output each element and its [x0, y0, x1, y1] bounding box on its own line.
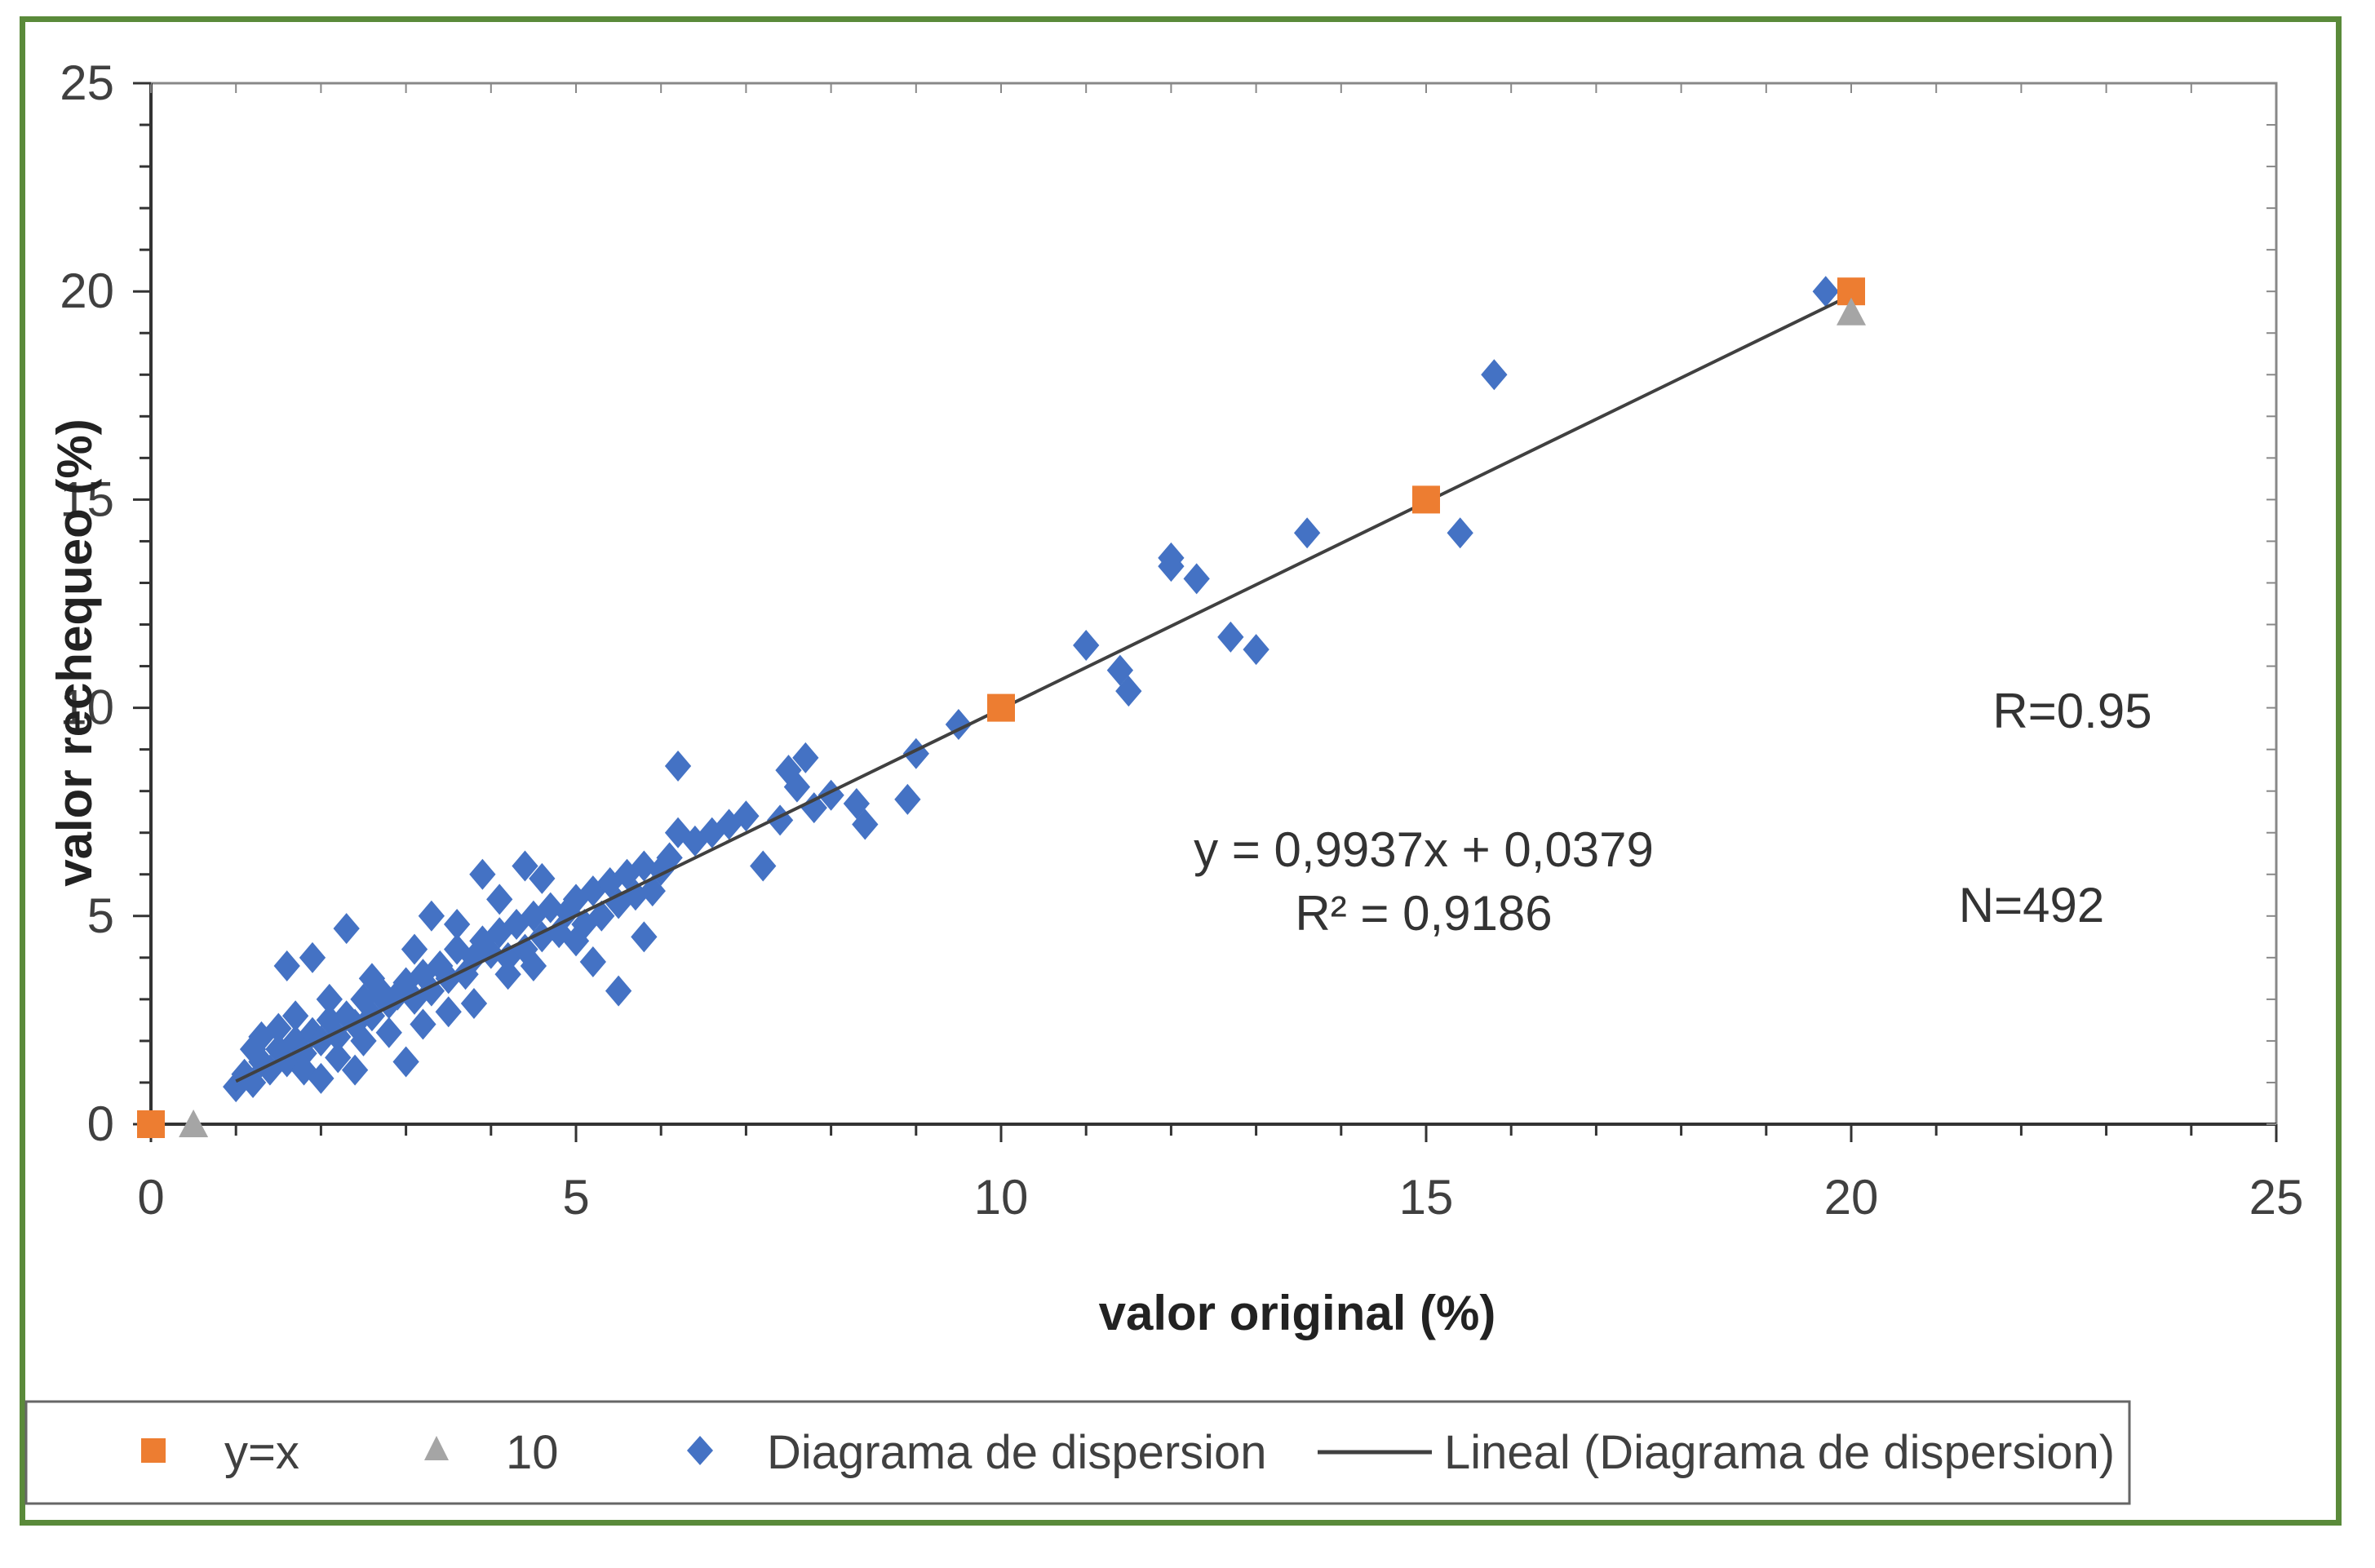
legend-box — [24, 1400, 2131, 1505]
scatter-point — [1447, 517, 1473, 549]
scatter-point — [410, 1008, 436, 1040]
scatter-point — [443, 909, 471, 941]
scatter-point — [290, 1038, 317, 1070]
x-tick-label: 5 — [562, 1170, 589, 1225]
scatter-point — [418, 900, 445, 932]
scatter-point — [316, 1004, 343, 1036]
x-tick-label: 0 — [137, 1170, 164, 1225]
scatter-point — [783, 771, 811, 803]
scatter-point — [290, 1054, 317, 1086]
scatter-point — [622, 879, 649, 911]
scatter-point — [894, 783, 921, 815]
scatter-point — [529, 862, 556, 894]
scatter-point — [256, 1054, 284, 1086]
scatter-point — [664, 751, 692, 782]
scatter-point — [325, 1042, 352, 1074]
scatter-point — [579, 946, 606, 977]
scatter-point — [486, 884, 513, 915]
scatter-point — [248, 1021, 275, 1052]
x-tick-label: 20 — [1824, 1170, 1879, 1225]
scatter-point — [401, 933, 428, 965]
legend-label-yx: y=x — [224, 1426, 299, 1479]
scatter-point — [631, 921, 658, 953]
scatter-point — [792, 742, 819, 773]
triangle-point — [1837, 297, 1866, 326]
n-value-label: N=492 — [1959, 878, 2104, 932]
scatter-point — [852, 808, 879, 840]
scatter-point — [231, 1058, 258, 1090]
scatter-point — [512, 850, 538, 882]
y-tick-label: 0 — [87, 1096, 114, 1151]
scatter-point — [316, 983, 343, 1015]
scatter-point — [273, 950, 300, 982]
scatter-point — [333, 913, 360, 945]
scatter-point — [818, 779, 844, 811]
y-tick-label: 5 — [87, 888, 114, 943]
legend-label-10: 10 — [506, 1426, 559, 1479]
scatter-point — [1812, 276, 1839, 308]
x-tick-label: 25 — [2249, 1170, 2304, 1225]
legend-label-scatter: Diagrama de dispersion — [767, 1426, 1267, 1479]
r-value-label: R=0.95 — [1992, 684, 2151, 738]
scatter-point — [1073, 630, 1100, 662]
scatter-point — [435, 996, 462, 1028]
scatter-point — [537, 892, 564, 924]
trendline — [235, 293, 1852, 1083]
legend-square-marker — [141, 1438, 166, 1463]
y-axis-title: valor rechequeo (%) — [47, 419, 102, 887]
x-tick-label: 10 — [974, 1170, 1029, 1225]
scatter-point — [350, 983, 377, 1015]
y-tick-label: 10 — [60, 680, 114, 735]
scatter-point — [520, 950, 547, 982]
legend-label-trendline: Lineal (Diagrama de dispersion) — [1444, 1426, 2115, 1479]
scatter-point — [341, 1054, 369, 1086]
scatter-point — [562, 925, 590, 957]
yx-reference-point — [987, 693, 1015, 722]
r-squared-label: R² = 0,9186 — [1295, 886, 1552, 941]
scatter-point — [1158, 551, 1185, 582]
scatter-point — [1106, 654, 1134, 686]
scatter-point — [1293, 517, 1321, 549]
scatter-point — [494, 959, 521, 990]
chart-frame — [20, 16, 2342, 1526]
legend-triangle-marker — [424, 1436, 449, 1460]
yx-reference-point — [1412, 485, 1440, 514]
scatter-point — [469, 858, 496, 890]
regression-equation: y = 0,9937x + 0,0379 — [1194, 822, 1654, 877]
scatter-point — [945, 709, 973, 741]
x-axis-title: valor original (%) — [1099, 1286, 1496, 1340]
scatter-point — [460, 987, 488, 1019]
scatter-point — [281, 1000, 309, 1032]
legend: y=x 10 Diagrama de dispersion Lineal (Di… — [24, 1400, 2131, 1505]
scatter-point — [631, 850, 658, 882]
scatter-point — [843, 787, 871, 819]
scatter-point — [1115, 675, 1142, 707]
scatter-point — [350, 1025, 377, 1056]
scatter-point — [375, 1017, 402, 1048]
scatter-point — [367, 979, 394, 1011]
scatter-point — [384, 979, 411, 1011]
scatter-point — [392, 1046, 419, 1078]
scatter-point — [664, 817, 692, 848]
scatter-point — [308, 1062, 335, 1094]
scatter-point — [299, 941, 326, 973]
scatter-point — [1183, 563, 1210, 595]
scatter-point — [800, 792, 827, 824]
x-tick-label: 15 — [1399, 1170, 1454, 1225]
scatter-point — [750, 850, 777, 882]
y-tick-label: 25 — [60, 55, 114, 110]
scatter-point — [733, 800, 760, 832]
scatter-point — [1243, 634, 1269, 666]
y-tick-label: 15 — [60, 472, 114, 526]
y-tick-label: 20 — [60, 264, 114, 318]
yx-reference-point — [137, 1110, 165, 1138]
triangle-point — [179, 1110, 209, 1137]
scatter-point — [1481, 359, 1508, 391]
scatter-point — [1217, 621, 1244, 653]
scatter-point — [605, 975, 632, 1007]
legend-diamond-marker — [687, 1436, 713, 1465]
